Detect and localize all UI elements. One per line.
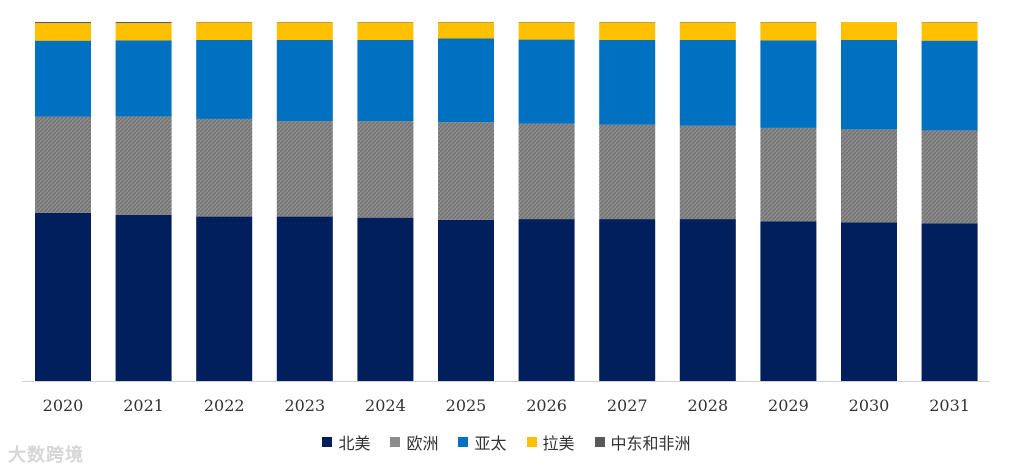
bar-segment-2028-3	[679, 22, 736, 40]
legend-swatch	[594, 437, 605, 447]
x-tick-label: 2029	[768, 396, 809, 415]
bar-segment-2029-2	[760, 40, 817, 128]
bar-segment-2030-2	[841, 39, 897, 130]
watermark-logo: 大数跨境	[8, 441, 84, 467]
bar-segment-2027-0	[599, 219, 656, 381]
legend-swatch	[526, 437, 537, 447]
bar-segment-2027-1	[599, 124, 656, 220]
bar-segment-2024-2	[357, 39, 414, 122]
bar-segment-2022-3	[196, 22, 253, 40]
legend-item: 北美	[322, 430, 370, 454]
bar-segment-2029-1	[760, 127, 817, 222]
bar-segment-2027-3	[599, 22, 656, 40]
legend-swatch	[322, 437, 333, 447]
x-tick-label: 2030	[849, 396, 890, 415]
bar-segment-2020-3	[35, 23, 91, 41]
x-tick-label: 2021	[123, 396, 164, 415]
bar-segment-2026-3	[518, 22, 575, 40]
bar-segment-2026-0	[518, 219, 575, 381]
bar-segment-2023-3	[276, 22, 333, 40]
bar-segment-2028-0	[679, 219, 736, 381]
x-tick-label: 2023	[284, 396, 325, 415]
bar-segment-2022-2	[196, 39, 253, 119]
bar-segment-2022-1	[196, 118, 253, 217]
x-tick-label: 2022	[204, 396, 245, 415]
bar-segment-2026-2	[518, 39, 575, 124]
legend-item: 拉美	[526, 430, 575, 454]
legend-label: 欧洲	[406, 434, 439, 453]
legend-item: 中东和非洲	[594, 430, 691, 454]
bar-segment-2023-0	[276, 216, 333, 381]
bar-segment-2031-3	[921, 22, 978, 41]
bar-segment-2020-2	[35, 40, 91, 117]
bar-segment-2020-4	[35, 22, 91, 24]
stacked-bar-chart: 2020 2021 2022 2023 2024 2025 2026 2027 2028 2029…	[22, 22, 990, 415]
legend-label: 中东和非洲	[610, 434, 691, 453]
bar-segment-2021-0	[115, 214, 172, 381]
bar-segment-2025-0	[438, 219, 494, 381]
bar-segment-2021-4	[115, 22, 172, 24]
x-tick-label: 2024	[365, 396, 406, 415]
bar-segment-2022-0	[196, 216, 253, 381]
bar-segment-2028-1	[679, 125, 736, 220]
bar-segment-2030-3	[841, 22, 897, 40]
bar-segment-2031-2	[921, 40, 978, 131]
bar-segment-2027-2	[599, 39, 656, 125]
bar-segment-2024-3	[357, 22, 414, 40]
bar-segment-2021-1	[115, 116, 172, 215]
x-tick-label: 2027	[607, 396, 648, 415]
legend: 北美 欧洲 亚太 拉美 中东和非洲	[0, 430, 1013, 454]
bar-segment-2029-3	[760, 22, 817, 41]
bar-segment-2031-0	[921, 223, 978, 381]
bar-segment-2020-0	[35, 212, 91, 381]
bar-segment-2024-0	[357, 217, 414, 381]
bar-segment-2025-2	[438, 38, 494, 123]
legend-label: 北美	[338, 434, 371, 453]
bar-segment-2030-1	[841, 129, 897, 223]
bar-segment-2026-1	[518, 123, 575, 220]
bar-segment-2025-3	[438, 22, 494, 39]
bar-segment-2031-1	[921, 130, 978, 224]
legend-swatch	[390, 437, 401, 447]
x-tick-label: 2025	[446, 396, 487, 415]
bar-segment-2030-0	[841, 222, 897, 381]
bar-segment-2028-2	[679, 39, 736, 126]
legend-item: 亚太	[458, 430, 507, 454]
bar-segment-2023-1	[276, 121, 333, 217]
bar-segment-2024-1	[357, 121, 414, 218]
x-tick-label: 2020	[43, 396, 84, 415]
bar-segment-2025-1	[438, 122, 494, 220]
x-tick-label: 2028	[687, 396, 728, 415]
watermark-text: 大数跨境	[8, 445, 84, 466]
legend-swatch	[458, 437, 469, 447]
legend-label: 拉美	[542, 434, 575, 453]
bar-segment-2020-1	[35, 116, 91, 213]
bar-segment-2029-0	[760, 221, 817, 381]
bar-segment-2021-3	[115, 23, 172, 41]
bar-segment-2023-2	[276, 39, 333, 122]
bar-segment-2021-2	[115, 40, 172, 117]
legend-label: 亚太	[474, 434, 507, 453]
legend-item: 欧洲	[390, 430, 438, 454]
x-tick-label: 2031	[929, 396, 970, 415]
x-tick-label: 2026	[526, 396, 567, 415]
